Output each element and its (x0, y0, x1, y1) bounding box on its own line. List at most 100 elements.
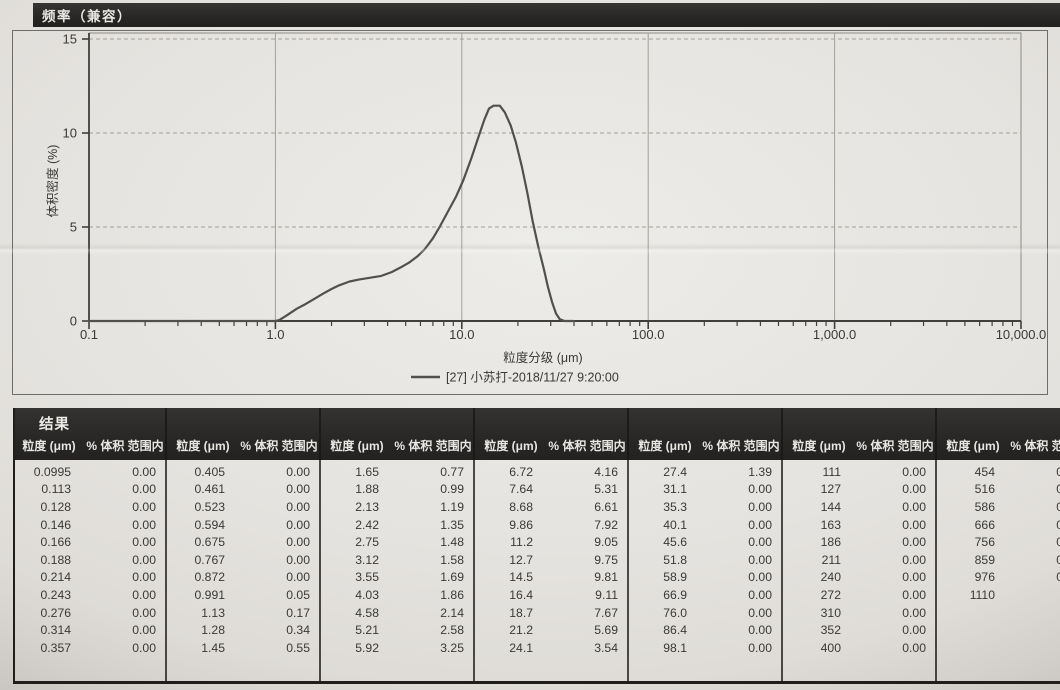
table-row: 14.5 9.81 (475, 569, 627, 587)
size-value-cell: 272 (820, 587, 841, 602)
size-value-cell: 859 (974, 552, 995, 567)
table-row: 240 0.00 (783, 569, 935, 587)
table-row: 66.9 0.00 (629, 586, 781, 604)
size-value-cell: 31.1 (663, 482, 687, 497)
volume-pct-value-cell: 0.00 (902, 587, 926, 602)
table-row: 1.13 0.17 (167, 604, 319, 622)
volume-pct-value-cell: 9.75 (594, 552, 618, 567)
size-value-cell: 0.461 (194, 482, 226, 497)
size-value-cell: 86.4 (663, 623, 687, 638)
table-column-group-5: 粒度 (μm)% 体积 范围内 27.4 1.39 31.1 0.00 35.3 0.00 4… (629, 408, 783, 684)
column-group-rows: 0.405 0.00 0.461 0.00 0.523 0.00 0.594 0.00 0.67… (167, 460, 319, 657)
size-value-cell: 3.12 (355, 552, 379, 567)
table-row: 2.42 1.35 (321, 516, 473, 534)
volume-pct-value-cell: 0.00 (902, 535, 926, 550)
size-value-cell: 6.72 (509, 464, 533, 479)
size-value-cell: 7.64 (509, 482, 533, 497)
size-value-cell: 4.03 (355, 587, 379, 602)
volume-pct-value-cell: 1.69 (440, 570, 464, 585)
volume-pct-value-cell: 0.00 (1056, 482, 1060, 497)
column-group-header: 粒度 (μm) % 体积 范围内 (167, 408, 319, 460)
column-group-rows: 1.65 0.77 1.88 0.99 2.13 1.19 2.42 1.35 2.75 1.48… (321, 460, 473, 657)
table-row: 859 0.00 (937, 551, 1060, 569)
table-row: 111 0.00 (783, 463, 935, 481)
volume-pct-value-cell: 0.00 (132, 535, 156, 550)
x-tick-label: 10.0 (449, 327, 474, 342)
size-value-cell: 0.188 (40, 552, 72, 567)
size-value-cell: 0.594 (194, 517, 226, 532)
volume-pct-value-cell: 0.00 (132, 464, 156, 479)
table-row: 51.8 0.00 (629, 551, 781, 569)
volume-pct-value-cell: 1.39 (748, 464, 772, 479)
table-row: 0.214 0.00 (13, 569, 165, 587)
table-row: 0.767 0.00 (167, 551, 319, 569)
column-group-header: 粒度 (μm) % 体积 范围内 (629, 408, 781, 460)
size-value-cell: 163 (820, 517, 841, 532)
table-row: 1.88 0.99 (321, 481, 473, 499)
size-column-header: 粒度 (μm) (176, 439, 230, 453)
x-tick-label: 1.0 (266, 327, 284, 342)
volume-pct-value-cell: 0.00 (748, 623, 772, 638)
volume-pct-value-cell: 0.00 (748, 482, 772, 497)
table-row: 186 0.00 (783, 533, 935, 551)
table-row: 0.146 0.00 (13, 516, 165, 534)
y-tick-label: 5 (70, 220, 77, 235)
column-group-header: 粒度 (μm) % 体积 范围内 (13, 408, 165, 460)
volume-pct-value-cell: 0.00 (902, 464, 926, 479)
size-value-cell: 976 (974, 570, 995, 585)
size-value-cell: 18.7 (509, 605, 533, 620)
table-row: 40.1 0.00 (629, 516, 781, 534)
size-column-header: 粒度 (μm) (484, 439, 538, 453)
volume-pct-value-cell: 0.00 (1056, 570, 1060, 585)
volume-pct-value-cell: 0.77 (440, 464, 464, 479)
size-value-cell: 4.58 (355, 605, 379, 620)
size-column-header: 粒度 (μm) (946, 439, 1000, 453)
volume-pct-value-cell: 5.31 (594, 482, 618, 497)
volume-pct-value-cell: 0.00 (132, 499, 156, 514)
volume-pct-value-cell: 0.00 (132, 482, 156, 497)
volume-pct-value-cell: 0.00 (286, 464, 310, 479)
column-group-header: 粒度 (μm) % 体积 范围内 (321, 408, 473, 460)
volume-pct-value-cell: 0.00 (132, 552, 156, 567)
volume-pct-column-header: % 体积 范围内 (86, 439, 164, 453)
size-value-cell: 0.523 (194, 499, 226, 514)
volume-pct-value-cell: 0.00 (902, 517, 926, 532)
column-group-header: 粒度 (μm) % 体积 范围内 (937, 408, 1060, 460)
size-value-cell: 400 (820, 640, 841, 655)
volume-pct-column-header: % 体积 范围内 (394, 439, 472, 453)
table-left-border (13, 408, 15, 684)
size-value-cell: 1.65 (355, 464, 379, 479)
size-value-cell: 45.6 (663, 535, 687, 550)
volume-pct-value-cell: 0.00 (1056, 517, 1060, 532)
x-tick-label: 10,000.0 (996, 327, 1047, 342)
size-value-cell: 1110 (969, 587, 995, 602)
volume-pct-value-cell: 1.19 (440, 499, 464, 514)
table-row: 310 0.00 (783, 604, 935, 622)
size-value-cell: 0.0995 (33, 464, 71, 479)
y-tick-label: 0 (70, 314, 77, 329)
size-value-cell: 310 (820, 605, 841, 620)
size-value-cell: 27.4 (663, 464, 687, 479)
volume-pct-value-cell: 0.00 (1056, 499, 1060, 514)
table-row: 6.72 4.16 (475, 463, 627, 481)
results-title: 结果 (39, 417, 70, 433)
volume-pct-value-cell: 0.55 (286, 640, 310, 655)
table-row: 666 0.00 (937, 516, 1060, 534)
size-value-cell: 3.55 (355, 570, 379, 585)
size-column-header: 粒度 (μm) (792, 439, 846, 453)
size-value-cell: 0.357 (40, 640, 72, 655)
table-row: 3.12 1.58 (321, 551, 473, 569)
size-column-header: 粒度 (μm) (330, 439, 384, 453)
volume-pct-value-cell: 0.00 (748, 587, 772, 602)
volume-pct-value-cell: 0.00 (902, 482, 926, 497)
table-row: 0.357 0.00 (13, 639, 165, 657)
size-value-cell: 11.2 (510, 535, 533, 550)
table-row: 86.4 0.00 (629, 621, 781, 639)
size-value-cell: 5.21 (355, 623, 379, 638)
column-group-header: 粒度 (μm) % 体积 范围内 (475, 408, 627, 460)
table-bottom-border (13, 681, 1060, 684)
size-value-cell: 240 (820, 570, 841, 585)
size-value-cell: 0.991 (194, 587, 226, 602)
volume-pct-value-cell: 0.00 (902, 570, 926, 585)
volume-pct-value-cell: 2.14 (440, 605, 464, 620)
